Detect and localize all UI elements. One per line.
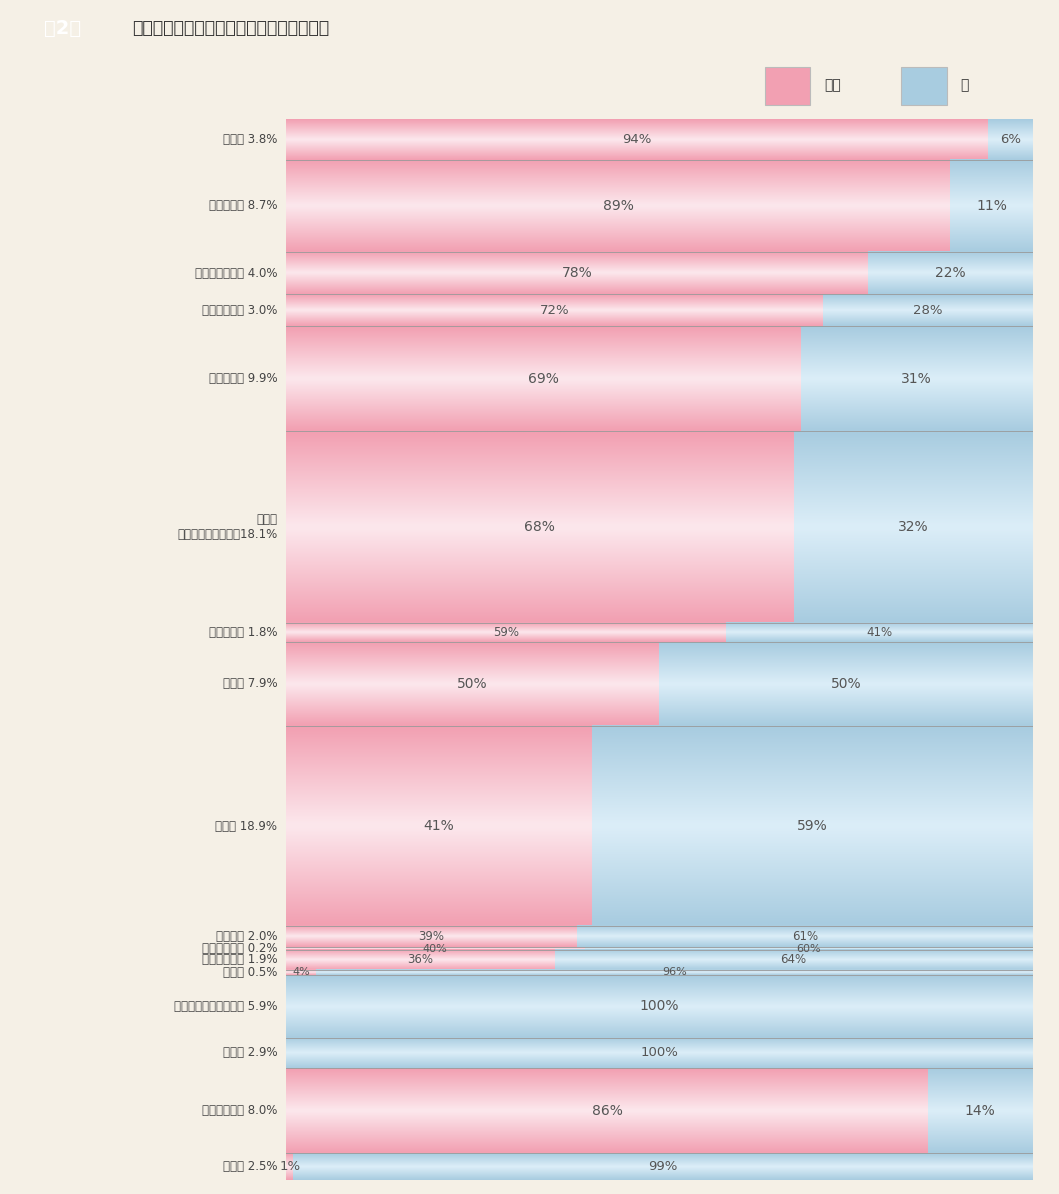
FancyBboxPatch shape xyxy=(765,67,810,105)
Text: 28%: 28% xyxy=(913,303,943,316)
Text: 司法警察消防費 4.0%: 司法警察消防費 4.0% xyxy=(195,266,277,279)
Text: 86%: 86% xyxy=(592,1103,623,1118)
Text: 防衛費 2.9%: 防衛費 2.9% xyxy=(222,1046,277,1059)
Text: 68%: 68% xyxy=(524,521,555,534)
Text: その他 2.5%: その他 2.5% xyxy=(223,1159,277,1173)
Text: 50%: 50% xyxy=(830,677,861,691)
Text: 61%: 61% xyxy=(792,930,818,943)
Text: 59%: 59% xyxy=(797,819,828,833)
Text: 94%: 94% xyxy=(622,133,651,146)
Text: 恩給費 0.5%: 恩給費 0.5% xyxy=(223,966,277,979)
Text: 41%: 41% xyxy=(866,626,893,639)
Text: 衛生費 3.8%: 衛生費 3.8% xyxy=(223,133,277,146)
Text: 民生費
（年金関係を除く）18.1%: 民生費 （年金関係を除く）18.1% xyxy=(177,513,277,541)
Text: 60%: 60% xyxy=(796,943,821,954)
Text: 災害復旧費等 0.2%: 災害復旧費等 0.2% xyxy=(202,942,277,955)
Text: 39%: 39% xyxy=(418,930,445,943)
Text: 社会教育費等 3.0%: 社会教育費等 3.0% xyxy=(202,303,277,316)
Text: 100%: 100% xyxy=(640,999,679,1014)
Text: 78%: 78% xyxy=(561,266,592,281)
Text: 11%: 11% xyxy=(976,199,1007,213)
Text: 40%: 40% xyxy=(423,943,448,954)
Text: 6%: 6% xyxy=(1000,133,1021,146)
Text: 国・地方を通じる純計歳出規模（目的別）: 国・地方を通じる純計歳出規模（目的別） xyxy=(132,19,329,37)
Text: 36%: 36% xyxy=(408,953,433,966)
Text: 住宅費等 2.0%: 住宅費等 2.0% xyxy=(216,930,277,943)
Text: 50%: 50% xyxy=(457,677,488,691)
Text: 国: 国 xyxy=(961,78,969,92)
Text: 公債費 18.9%: 公債費 18.9% xyxy=(215,819,277,832)
Text: 41%: 41% xyxy=(424,819,454,833)
Text: 14%: 14% xyxy=(965,1103,995,1118)
Text: 商工費 7.9%: 商工費 7.9% xyxy=(222,677,277,690)
Text: 学校教育費 8.7%: 学校教育費 8.7% xyxy=(209,199,277,213)
FancyBboxPatch shape xyxy=(901,67,947,105)
Text: 72%: 72% xyxy=(540,303,570,316)
Text: 1%: 1% xyxy=(280,1159,300,1173)
Text: 一般行政費等 8.0%: 一般行政費等 8.0% xyxy=(202,1104,277,1118)
Text: 32%: 32% xyxy=(898,521,929,534)
Text: 96%: 96% xyxy=(662,967,686,978)
Text: 89%: 89% xyxy=(603,199,633,213)
Text: 31%: 31% xyxy=(901,371,932,386)
Text: 22%: 22% xyxy=(935,266,966,281)
Text: 第2図: 第2図 xyxy=(44,19,82,37)
Text: 4%: 4% xyxy=(292,967,309,978)
Text: 99%: 99% xyxy=(648,1159,678,1173)
Text: 64%: 64% xyxy=(780,953,807,966)
Text: 100%: 100% xyxy=(641,1046,678,1059)
Text: 農林水産業費 1.9%: 農林水産業費 1.9% xyxy=(202,953,277,966)
Text: 59%: 59% xyxy=(493,626,519,639)
Text: 国土保全費 1.8%: 国土保全費 1.8% xyxy=(209,626,277,639)
Text: 国土開発費 9.9%: 国土開発費 9.9% xyxy=(209,373,277,386)
Text: 69%: 69% xyxy=(528,371,559,386)
Text: 民生費のうち年金関係 5.9%: 民生費のうち年金関係 5.9% xyxy=(174,999,277,1013)
Text: 地方: 地方 xyxy=(824,78,841,92)
